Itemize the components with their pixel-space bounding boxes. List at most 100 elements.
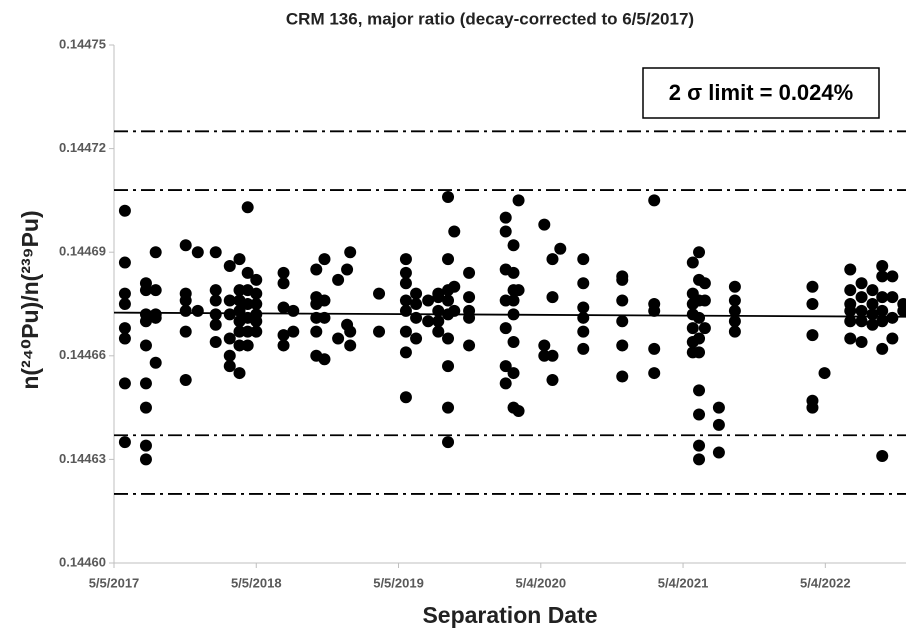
data-point <box>693 332 706 345</box>
data-point <box>686 322 699 335</box>
data-point <box>118 298 131 310</box>
data-point <box>463 291 476 304</box>
data-point <box>344 246 357 259</box>
data-point <box>728 315 741 328</box>
data-point <box>538 218 551 231</box>
data-point <box>686 256 699 269</box>
y-axis-label: n(²⁴⁰Pu)/n(²³⁹Pu) <box>17 210 43 389</box>
data-point <box>223 294 236 307</box>
x-axis-label: Separation Date <box>422 602 597 628</box>
data-point <box>876 260 889 273</box>
data-point <box>616 315 629 328</box>
data-point <box>118 377 131 390</box>
data-point <box>698 294 711 307</box>
data-point <box>442 190 455 203</box>
data-point <box>442 360 455 373</box>
data-point <box>422 315 435 328</box>
data-point <box>179 304 192 317</box>
data-point <box>818 367 831 380</box>
data-point <box>698 322 711 335</box>
data-point <box>118 322 131 335</box>
data-point <box>507 294 520 307</box>
data-point <box>373 325 386 338</box>
data-point <box>897 304 906 317</box>
data-point <box>139 339 152 352</box>
data-point <box>410 298 423 310</box>
data-point <box>538 339 551 352</box>
data-point <box>223 260 236 273</box>
data-point <box>499 211 512 224</box>
data-point <box>866 284 879 297</box>
data-point <box>432 304 445 317</box>
data-point <box>876 304 889 317</box>
data-point <box>332 273 345 286</box>
data-point <box>463 339 476 352</box>
data-point <box>512 405 525 418</box>
data-point <box>577 253 590 266</box>
y-tick-label: 0.14469 <box>59 244 106 259</box>
data-point <box>448 225 461 238</box>
data-point <box>512 284 525 297</box>
data-point <box>241 201 254 214</box>
data-point <box>844 332 857 345</box>
data-point <box>250 287 263 300</box>
data-point <box>712 401 725 414</box>
data-point <box>223 332 236 345</box>
data-point <box>399 266 412 279</box>
data-point <box>241 325 254 338</box>
data-point <box>209 284 222 297</box>
data-point <box>149 246 162 259</box>
data-point <box>223 349 236 362</box>
data-point <box>499 377 512 390</box>
data-point <box>432 325 445 338</box>
data-point <box>693 439 706 452</box>
data-point <box>866 308 879 321</box>
data-point <box>844 263 857 276</box>
data-point <box>546 253 559 266</box>
data-point <box>149 311 162 324</box>
data-point <box>693 384 706 397</box>
x-tick-label: 5/5/2017 <box>89 575 140 590</box>
data-point <box>399 277 412 290</box>
data-point <box>648 304 661 317</box>
data-point <box>728 325 741 338</box>
data-point <box>432 291 445 304</box>
data-point <box>399 294 412 307</box>
data-point <box>233 304 246 317</box>
data-point <box>191 304 204 317</box>
data-point <box>139 439 152 452</box>
data-point <box>209 335 222 348</box>
data-point <box>728 304 741 317</box>
data-point <box>209 308 222 321</box>
data-point <box>277 277 290 290</box>
data-point <box>577 325 590 338</box>
data-point <box>463 311 476 324</box>
data-point <box>463 266 476 279</box>
annotation-box <box>642 67 880 119</box>
data-point <box>179 325 192 338</box>
data-point <box>616 370 629 383</box>
data-point <box>250 325 263 338</box>
data-point <box>728 280 741 293</box>
data-point <box>507 266 520 279</box>
data-point <box>241 298 254 310</box>
data-point <box>139 315 152 328</box>
data-point <box>442 401 455 414</box>
data-point <box>554 242 567 255</box>
data-point <box>698 277 711 290</box>
data-point <box>432 315 445 328</box>
data-point <box>876 449 889 462</box>
data-point <box>139 377 152 390</box>
data-point <box>179 373 192 386</box>
data-point <box>410 332 423 345</box>
data-point <box>876 315 889 328</box>
x-tick-label: 5/5/2019 <box>373 575 424 590</box>
data-point <box>118 332 131 345</box>
data-point <box>844 304 857 317</box>
data-point <box>399 253 412 266</box>
data-point <box>139 453 152 466</box>
data-point <box>616 294 629 307</box>
data-point <box>442 332 455 345</box>
data-point <box>876 291 889 304</box>
